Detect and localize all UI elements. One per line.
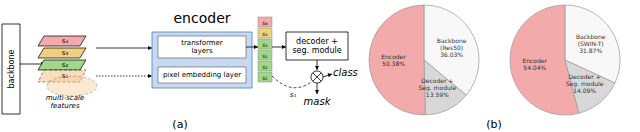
svg-text:(a): (a) <box>172 118 187 131</box>
svg-text:(SWIN-T): (SWIN-T) <box>578 40 604 47</box>
svg-text:Backbone: Backbone <box>576 33 606 40</box>
svg-text:layers: layers <box>191 47 213 55</box>
svg-text:s₂: s₂ <box>262 52 268 59</box>
svg-text:s₁: s₁ <box>62 72 69 80</box>
svg-text:mask: mask <box>304 96 332 107</box>
svg-text:s₃: s₃ <box>62 49 69 57</box>
svg-text:multi-scale: multi-scale <box>46 94 84 102</box>
svg-text:50.38%: 50.38% <box>382 60 405 67</box>
svg-text:Encoder: Encoder <box>381 53 406 60</box>
svg-text:s₂: s₂ <box>62 61 69 69</box>
svg-text:Seg. module: Seg. module <box>418 84 457 91</box>
svg-text:Encoder: Encoder <box>522 57 547 64</box>
svg-text:Backbone: Backbone <box>437 37 467 44</box>
svg-text:31.87%: 31.87% <box>579 47 602 54</box>
svg-text:(b): (b) <box>486 118 502 131</box>
svg-text:36.03%: 36.03% <box>440 51 463 58</box>
svg-text:14.09%: 14.09% <box>573 87 596 94</box>
svg-text:s₂: s₂ <box>262 63 268 70</box>
svg-text:54.04%: 54.04% <box>523 64 546 71</box>
svg-text:Seg. module: Seg. module <box>565 79 604 87</box>
svg-text:s₁: s₁ <box>290 91 297 99</box>
svg-text:s₂: s₂ <box>262 74 268 81</box>
svg-text:13.59%: 13.59% <box>426 91 449 98</box>
svg-text:s₄: s₄ <box>62 37 69 45</box>
svg-text:class: class <box>333 67 358 78</box>
svg-text:features: features <box>50 102 79 110</box>
svg-text:pixel embedding layer: pixel embedding layer <box>163 71 241 79</box>
svg-text:s₃: s₃ <box>262 41 268 48</box>
svg-text:encoder: encoder <box>173 10 230 26</box>
svg-text:transformer: transformer <box>181 39 223 47</box>
svg-text:(Res50): (Res50) <box>440 44 463 51</box>
svg-text:Decoder +: Decoder + <box>421 77 453 84</box>
svg-text:backbone: backbone <box>7 49 16 88</box>
svg-text:decoder +: decoder + <box>296 37 338 46</box>
svg-text:Decoder +: Decoder + <box>568 73 600 80</box>
svg-text:s₄: s₄ <box>262 19 268 26</box>
svg-text:s₃: s₃ <box>262 30 268 37</box>
svg-text:seg. module: seg. module <box>292 46 341 55</box>
